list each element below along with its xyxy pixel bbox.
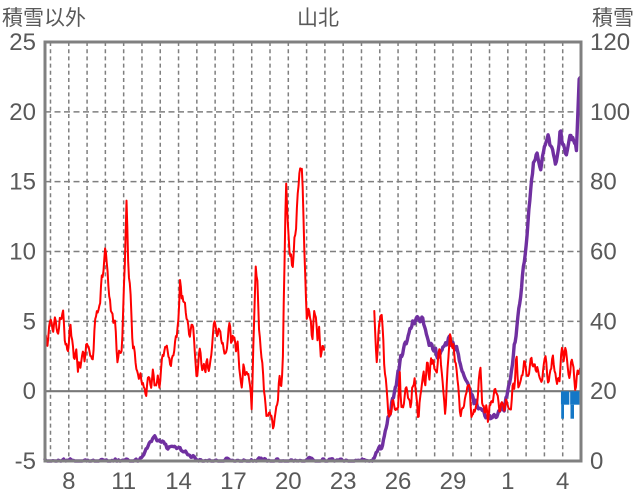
svg-text:29: 29 <box>440 468 467 495</box>
svg-text:20: 20 <box>590 378 617 405</box>
svg-text:20: 20 <box>275 468 302 495</box>
svg-text:100: 100 <box>590 99 630 126</box>
svg-text:11: 11 <box>111 468 136 495</box>
svg-text:5: 5 <box>23 308 36 335</box>
svg-text:80: 80 <box>590 169 617 196</box>
svg-text:-5: -5 <box>15 448 36 475</box>
svg-text:8: 8 <box>62 468 75 495</box>
svg-text:20: 20 <box>9 99 36 126</box>
svg-text:120: 120 <box>590 29 630 56</box>
svg-text:60: 60 <box>590 239 617 266</box>
svg-text:25: 25 <box>9 29 36 56</box>
svg-text:23: 23 <box>330 468 357 495</box>
svg-text:40: 40 <box>590 308 617 335</box>
svg-text:14: 14 <box>165 468 192 495</box>
svg-text:0: 0 <box>590 448 603 475</box>
svg-text:1: 1 <box>501 468 514 495</box>
svg-text:0: 0 <box>23 378 36 405</box>
svg-text:17: 17 <box>220 468 247 495</box>
svg-text:15: 15 <box>9 169 36 196</box>
svg-text:10: 10 <box>9 239 36 266</box>
svg-text:26: 26 <box>385 468 412 495</box>
svg-text:4: 4 <box>556 468 569 495</box>
